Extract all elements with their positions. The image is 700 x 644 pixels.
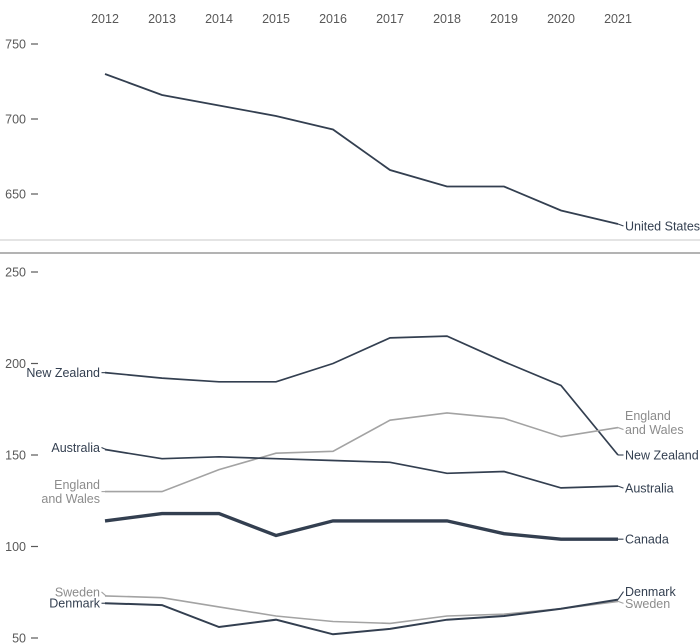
series-line-united-states: [104, 73, 619, 225]
series-label-right-canada: Canada: [625, 533, 669, 547]
y-tick-label: 200: [5, 357, 26, 371]
series-label-right-england-and-wales: England: [625, 409, 671, 423]
series-label-right-england-and-wales: and Wales: [625, 423, 684, 437]
y-tick-label: 750: [5, 37, 26, 51]
x-axis-year-label: 2012: [91, 12, 119, 26]
series-label-right-new-zealand: New Zealand: [625, 448, 699, 462]
label-leader-right-australia: [617, 485, 624, 489]
y-tick-label: 650: [5, 187, 26, 201]
x-axis-year-label: 2016: [319, 12, 347, 26]
series-line-new-zealand: [104, 335, 619, 456]
series-label-left-australia: Australia: [51, 441, 100, 455]
series-label-left-england-and-wales: England: [54, 478, 100, 492]
x-axis-year-label: 2021: [604, 12, 632, 26]
label-leader-left-australia: [101, 447, 107, 451]
series-line-australia: [104, 448, 619, 489]
x-axis-year-label: 2017: [376, 12, 404, 26]
series-line-denmark: [104, 598, 619, 636]
y-tick-label: 700: [5, 112, 26, 126]
x-axis-year-label: 2014: [205, 12, 233, 26]
series-line-england-and-wales: [105, 412, 619, 493]
label-leader-right-sweden: [617, 600, 624, 604]
x-axis-year-label: 2020: [547, 12, 575, 26]
x-axis-year-label: 2015: [262, 12, 290, 26]
x-axis-year-label: 2018: [433, 12, 461, 26]
y-tick-label: 150: [5, 448, 26, 462]
series-label-left-england-and-wales: and Wales: [41, 492, 100, 506]
series-line-sweden: [104, 595, 619, 625]
series-label-right-sweden: Sweden: [625, 597, 670, 611]
series-line-canada: [104, 511, 618, 541]
series-label-right-denmark: Denmark: [625, 585, 676, 599]
series-label-right-australia: Australia: [625, 481, 674, 495]
y-tick-label: 100: [5, 540, 26, 554]
y-tick-label: 50: [12, 631, 26, 644]
x-axis-year-label: 2013: [148, 12, 176, 26]
series-label-left-sweden: Sweden: [55, 585, 100, 599]
series-label-left-new-zealand: New Zealand: [26, 366, 100, 380]
series-label-left-denmark: Denmark: [49, 597, 100, 611]
x-axis-year-label: 2019: [490, 12, 518, 26]
label-leader-left-sweden: [101, 591, 107, 597]
label-leader-right-england-and-wales: [617, 427, 624, 431]
y-tick-label: 250: [5, 265, 26, 279]
label-leader-right-denmark: [617, 591, 624, 600]
label-leader-right-united-states: [617, 223, 624, 227]
series-label-right-united-states: United States: [625, 219, 700, 233]
